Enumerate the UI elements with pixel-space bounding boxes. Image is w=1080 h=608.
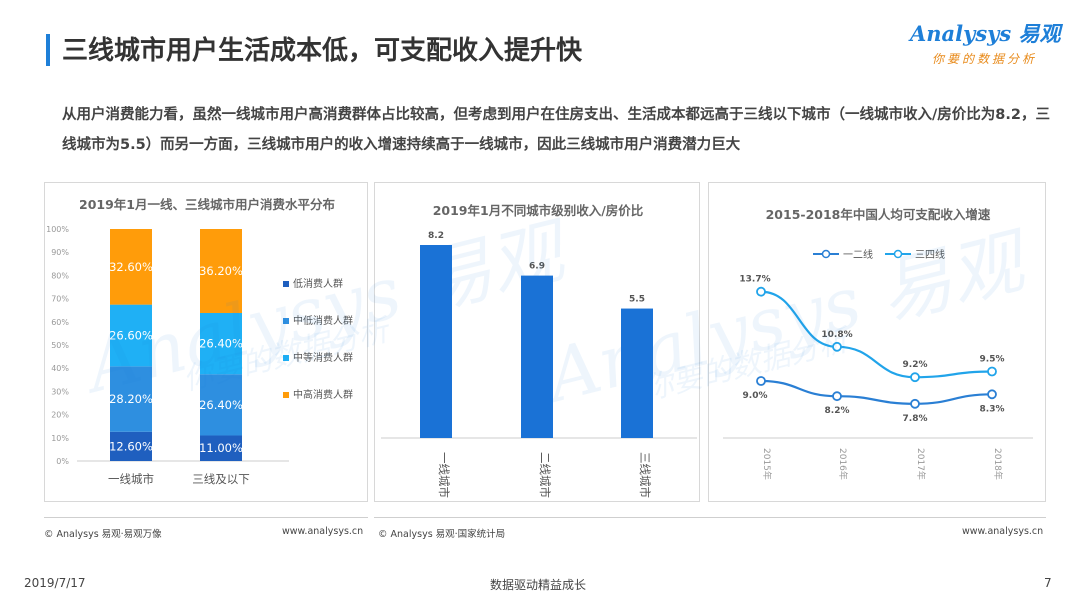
data-label: 7.8%	[903, 414, 928, 424]
data-label: 13.7%	[739, 275, 770, 285]
bar-value-label: 5.5	[629, 295, 645, 305]
x-tick-label: 2018年	[992, 448, 1004, 480]
legend-label: 中高消费人群	[293, 388, 353, 401]
x-tick-label: 2017年	[915, 448, 927, 480]
legend-label: 中等消费人群	[293, 351, 353, 364]
analysys-logo: Analysys 易观 你要的数据分析	[910, 18, 1061, 68]
data-point	[987, 389, 997, 400]
y-tick-label: 60%	[51, 318, 69, 327]
bar-segment-label: 11.00%	[199, 441, 243, 455]
bar-segment	[200, 229, 242, 313]
bar-segment-label: 26.60%	[109, 328, 153, 342]
legend-swatch	[283, 355, 289, 361]
chart-title: 2015-2018年中国人均可支配收入增速	[766, 207, 991, 222]
logo-brand-text: Analysys 易观	[910, 21, 1061, 46]
data-point	[910, 398, 920, 409]
data-label: 8.3%	[980, 404, 1005, 414]
data-label: 10.8%	[821, 330, 852, 340]
data-point	[910, 372, 920, 383]
bar-segment	[110, 229, 152, 305]
footer-slogan: 数据驱动精益成长	[490, 578, 587, 592]
bar-segment	[110, 431, 152, 461]
bar-segment	[110, 304, 152, 367]
bar-segment	[200, 374, 242, 436]
source-right-url: www.analysys.cn	[962, 526, 1044, 537]
data-point	[832, 391, 842, 402]
data-label: 9.0%	[743, 391, 768, 401]
legend-label: 低消费人群	[293, 277, 343, 290]
bar-segment-label: 26.40%	[199, 398, 243, 412]
legend-label: 三四线	[915, 248, 945, 261]
y-tick-label: 70%	[51, 295, 69, 304]
y-tick-label: 80%	[51, 271, 69, 280]
x-category-label: 三线及以下	[192, 472, 250, 486]
title-accent-bar	[46, 34, 50, 66]
bar-segment-label: 26.40%	[199, 337, 243, 351]
legend-swatch	[283, 392, 289, 398]
data-label: 8.2%	[825, 406, 850, 416]
y-tick-label: 100%	[46, 225, 69, 234]
data-label: 9.2%	[903, 360, 928, 370]
bar	[420, 245, 452, 438]
legend-marker	[821, 249, 831, 259]
y-tick-label: 10%	[51, 434, 69, 443]
bar	[621, 308, 653, 438]
data-point	[832, 341, 842, 352]
bar-segment-label: 12.60%	[109, 439, 153, 453]
consumption-level-chart-panel: 2019年1月一线、三线城市用户消费水平分布 0% 10% 20% 30% 40% 50% 6…	[44, 182, 368, 502]
data-point	[756, 376, 766, 386]
logo-slogan-text: 你要的数据分析	[932, 52, 1038, 66]
x-category-label: 二线城市	[538, 452, 552, 498]
income-house-price-chart: 2019年1月不同城市级别收入/房价比 8.2 一线城市 6.9 二线城市 5.5 三线城市	[381, 203, 697, 498]
x-tick-label: 2016年	[837, 448, 849, 480]
legend-label: 一二线	[843, 248, 873, 261]
chart-title: 2019年1月一线、三线城市用户消费水平分布	[79, 197, 335, 212]
y-tick-label: 20%	[51, 411, 69, 420]
series-line	[760, 290, 993, 379]
source-right: © Analysys 易观·国家统计局	[378, 529, 506, 540]
legend-marker	[893, 249, 903, 259]
source-left-url: www.analysys.cn	[282, 526, 364, 537]
consumption-level-chart: 2019年1月一线、三线城市用户消费水平分布 0% 10% 20% 30% 40% 50% 6…	[46, 197, 353, 486]
footer-page-number: 7	[1044, 576, 1052, 590]
legend-swatch	[283, 318, 289, 324]
y-tick-label: 0%	[56, 457, 69, 466]
x-category-label: 一线城市	[437, 452, 451, 498]
source-divider-left	[44, 517, 368, 518]
series-line	[760, 379, 993, 405]
page-title: 三线城市用户生活成本低，可支配收入提升快	[62, 36, 583, 66]
x-category-label: 一线城市	[108, 472, 154, 486]
source-divider-right	[374, 517, 1046, 518]
y-tick-label: 90%	[51, 248, 69, 257]
x-category-label: 三线城市	[638, 452, 652, 498]
bar-segment-label: 32.60%	[109, 260, 153, 274]
bar-value-label: 8.2	[428, 231, 444, 241]
source-left: © Analysys 易观·易观万像	[44, 529, 162, 540]
y-tick-label: 40%	[51, 364, 69, 373]
bar-value-label: 6.9	[529, 262, 545, 272]
income-house-price-chart-panel: 2019年1月不同城市级别收入/房价比 8.2 一线城市 6.9 二线城市 5.5 三线城市	[374, 182, 700, 502]
bar-segment	[110, 366, 152, 432]
data-label: 9.5%	[980, 355, 1005, 365]
bar-segment-label: 36.20%	[199, 264, 243, 278]
chart-title: 2019年1月不同城市级别收入/房价比	[433, 203, 644, 218]
y-tick-label: 30%	[51, 387, 69, 396]
income-growth-chart-panel: 2015-2018年中国人均可支配收入增速一二线 三四线 9.0% 8.2% 7.8% 8…	[708, 182, 1046, 502]
footer-date: 2019/7/17	[24, 576, 86, 590]
summary-text: 从用户消费能力看，虽然一线城市用户高消费群体占比较高，但考虑到用户在住房支出、生…	[62, 107, 1050, 153]
legend-swatch	[283, 281, 289, 287]
bar-segment-label: 28.20%	[109, 392, 153, 406]
bar-segment	[200, 312, 242, 375]
data-point	[987, 366, 997, 377]
y-tick-label: 50%	[51, 341, 69, 350]
bar	[521, 275, 553, 438]
legend-label: 中低消费人群	[293, 314, 353, 327]
bar-segment	[200, 435, 242, 461]
data-point	[756, 286, 766, 297]
x-tick-label: 2015年	[761, 448, 773, 480]
